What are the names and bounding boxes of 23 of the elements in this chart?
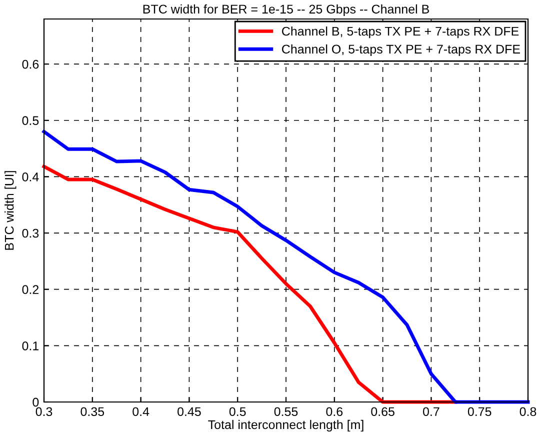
x-tick-label: 0.65 xyxy=(371,407,394,416)
x-axis-title: Total interconnect length [m] xyxy=(208,420,364,432)
chart-title: BTC width for BER = 1e-15 -- 25 Gbps -- Channel B xyxy=(143,4,429,16)
x-tick-label: 0.35 xyxy=(80,407,104,416)
x-tick-label: 0.4 xyxy=(132,407,150,416)
y-axis-title: BTC width [UI] xyxy=(4,171,16,250)
y-tick-label: 0.1 xyxy=(22,341,39,350)
x-tick-label: 0.45 xyxy=(178,407,201,416)
x-tick-label: 0.8 xyxy=(520,407,536,416)
x-tick-label: 0.5 xyxy=(229,407,246,416)
x-tick-label: 0.75 xyxy=(468,407,492,416)
y-tick-label: 0.2 xyxy=(22,285,39,294)
x-tick-label: 0.3 xyxy=(36,407,52,416)
x-tick-label: 0.7 xyxy=(423,407,440,416)
y-tick-label: 0.4 xyxy=(22,172,39,182)
legend-label: Channel B, 5-taps TX PE + 7-taps RX DFE xyxy=(282,26,519,38)
y-tick-label: 0.6 xyxy=(22,60,39,69)
x-tick-label: 0.6 xyxy=(326,407,343,416)
y-tick-label: 0.5 xyxy=(22,116,39,126)
y-tick-label: 0 xyxy=(32,398,39,407)
x-tick-label: 0.55 xyxy=(274,407,298,416)
y-tick-label: 0.3 xyxy=(22,228,39,238)
legend-label: Channel O, 5-taps TX PE + 7-taps RX DFE xyxy=(282,44,520,56)
